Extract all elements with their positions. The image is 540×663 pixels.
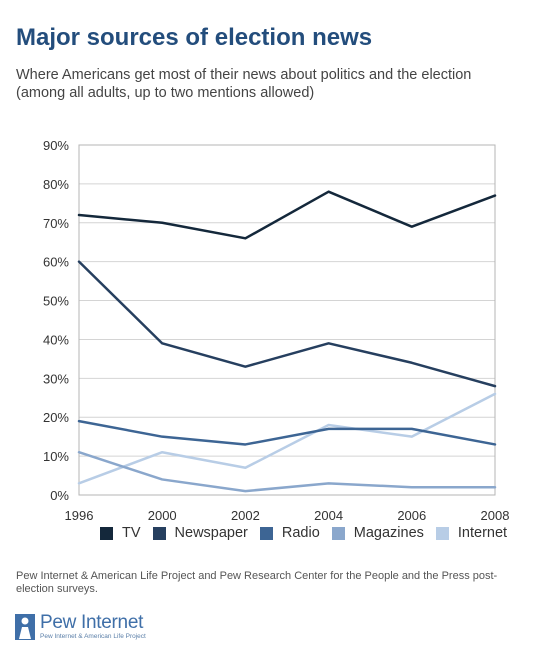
series-line-tv [77,190,497,240]
y-tick-label: 50% [43,294,69,309]
pew-internet-logo: Pew Internet Pew Internet & American Lif… [14,612,146,642]
legend-item-tv: TV [100,525,141,541]
pew-person-icon [15,614,35,640]
logo-name: Pew Internet [40,612,144,633]
y-tick-label: 40% [43,332,69,347]
chart-title: Major sources of election news [16,24,373,51]
legend-swatch [100,526,113,540]
legend-label: TV [122,525,141,541]
legend-swatch [331,526,345,540]
x-tick-label: 2002 [231,508,260,523]
x-tick-label: 2004 [314,508,343,523]
x-tick-label: 1996 [65,508,94,523]
y-tick-label: 60% [43,255,69,270]
series-line-internet [77,392,497,485]
legend-label: Radio [281,525,320,541]
legend-label: Internet [457,525,508,541]
legend-item-magazines: Magazines [331,525,424,541]
plot-frame [78,144,496,496]
legend-label: Magazines [353,525,424,541]
x-tick-label: 2008 [481,508,510,523]
chart-legend: TV Newspaper Radio Magazines Internet [100,524,519,542]
chart-subtitle: Where Americans get most of their news a… [16,67,472,101]
legend-item-radio: Radio [259,525,320,541]
legend-item-internet: Internet [435,525,508,541]
x-tick-label: 2006 [397,508,426,523]
y-tick-label: 30% [43,371,69,386]
y-tick-label: 20% [43,410,69,425]
y-tick-label: 10% [43,449,69,464]
series-line-newspaper [77,260,497,388]
y-tick-label: 70% [43,216,69,231]
logo-tagline: Pew Internet & American Life Project [40,633,146,640]
series-line-radio [77,419,497,446]
legend-item-newspaper: Newspaper [152,525,248,541]
y-tick-label: 0% [50,488,69,503]
legend-label: Newspaper [174,525,248,541]
series-line-magazines [77,450,497,493]
legend-swatch [435,526,449,540]
y-tick-label: 80% [43,177,69,192]
y-tick-label: 90% [43,138,69,153]
legend-swatch [259,526,273,540]
x-tick-label: 2000 [148,508,177,523]
source-note: Pew Internet & American Life Project and… [16,570,498,595]
legend-swatch [152,526,166,540]
